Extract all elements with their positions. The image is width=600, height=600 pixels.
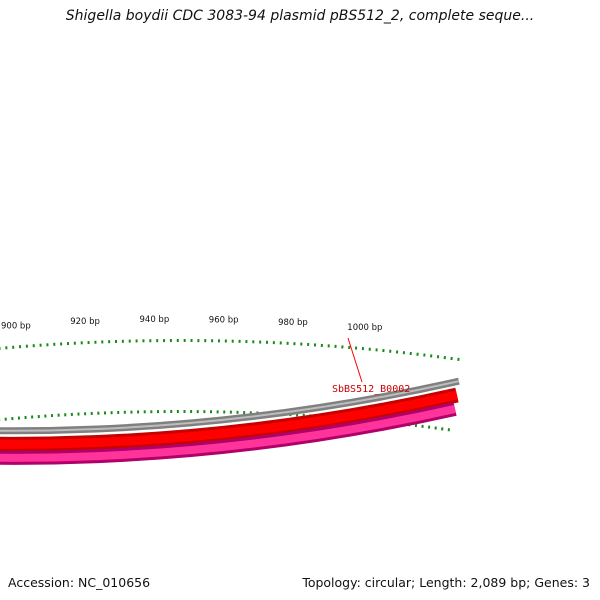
topology-summary-text: Topology: circular; Length: 2,089 bp; Ge… (302, 575, 590, 590)
tick-label: 900 bp (1, 322, 31, 332)
forward-gene-fill (0, 390, 458, 449)
outer-tick-ring (0, 339, 460, 362)
feature-tracks (0, 377, 460, 465)
tick-label: 980 bp (278, 318, 308, 328)
accession-text: Accession: NC_010656 (8, 575, 151, 590)
tick-label: 940 bp (140, 315, 170, 325)
backbone-highlight (0, 380, 460, 432)
reverse-gene-fill (0, 405, 456, 462)
gene-label[interactable]: SbBS512_B0002 (332, 384, 410, 395)
tick-label: 960 bp (209, 315, 239, 325)
gene-label-group: SbBS512_B0002 (332, 337, 410, 395)
tick-label: 920 bp (70, 317, 100, 327)
gene-label-leader-line (347, 337, 363, 383)
tick-label: 1000 bp (347, 323, 382, 333)
map-title: Shigella boydii CDC 3083-94 plasmid pBS5… (65, 8, 535, 24)
